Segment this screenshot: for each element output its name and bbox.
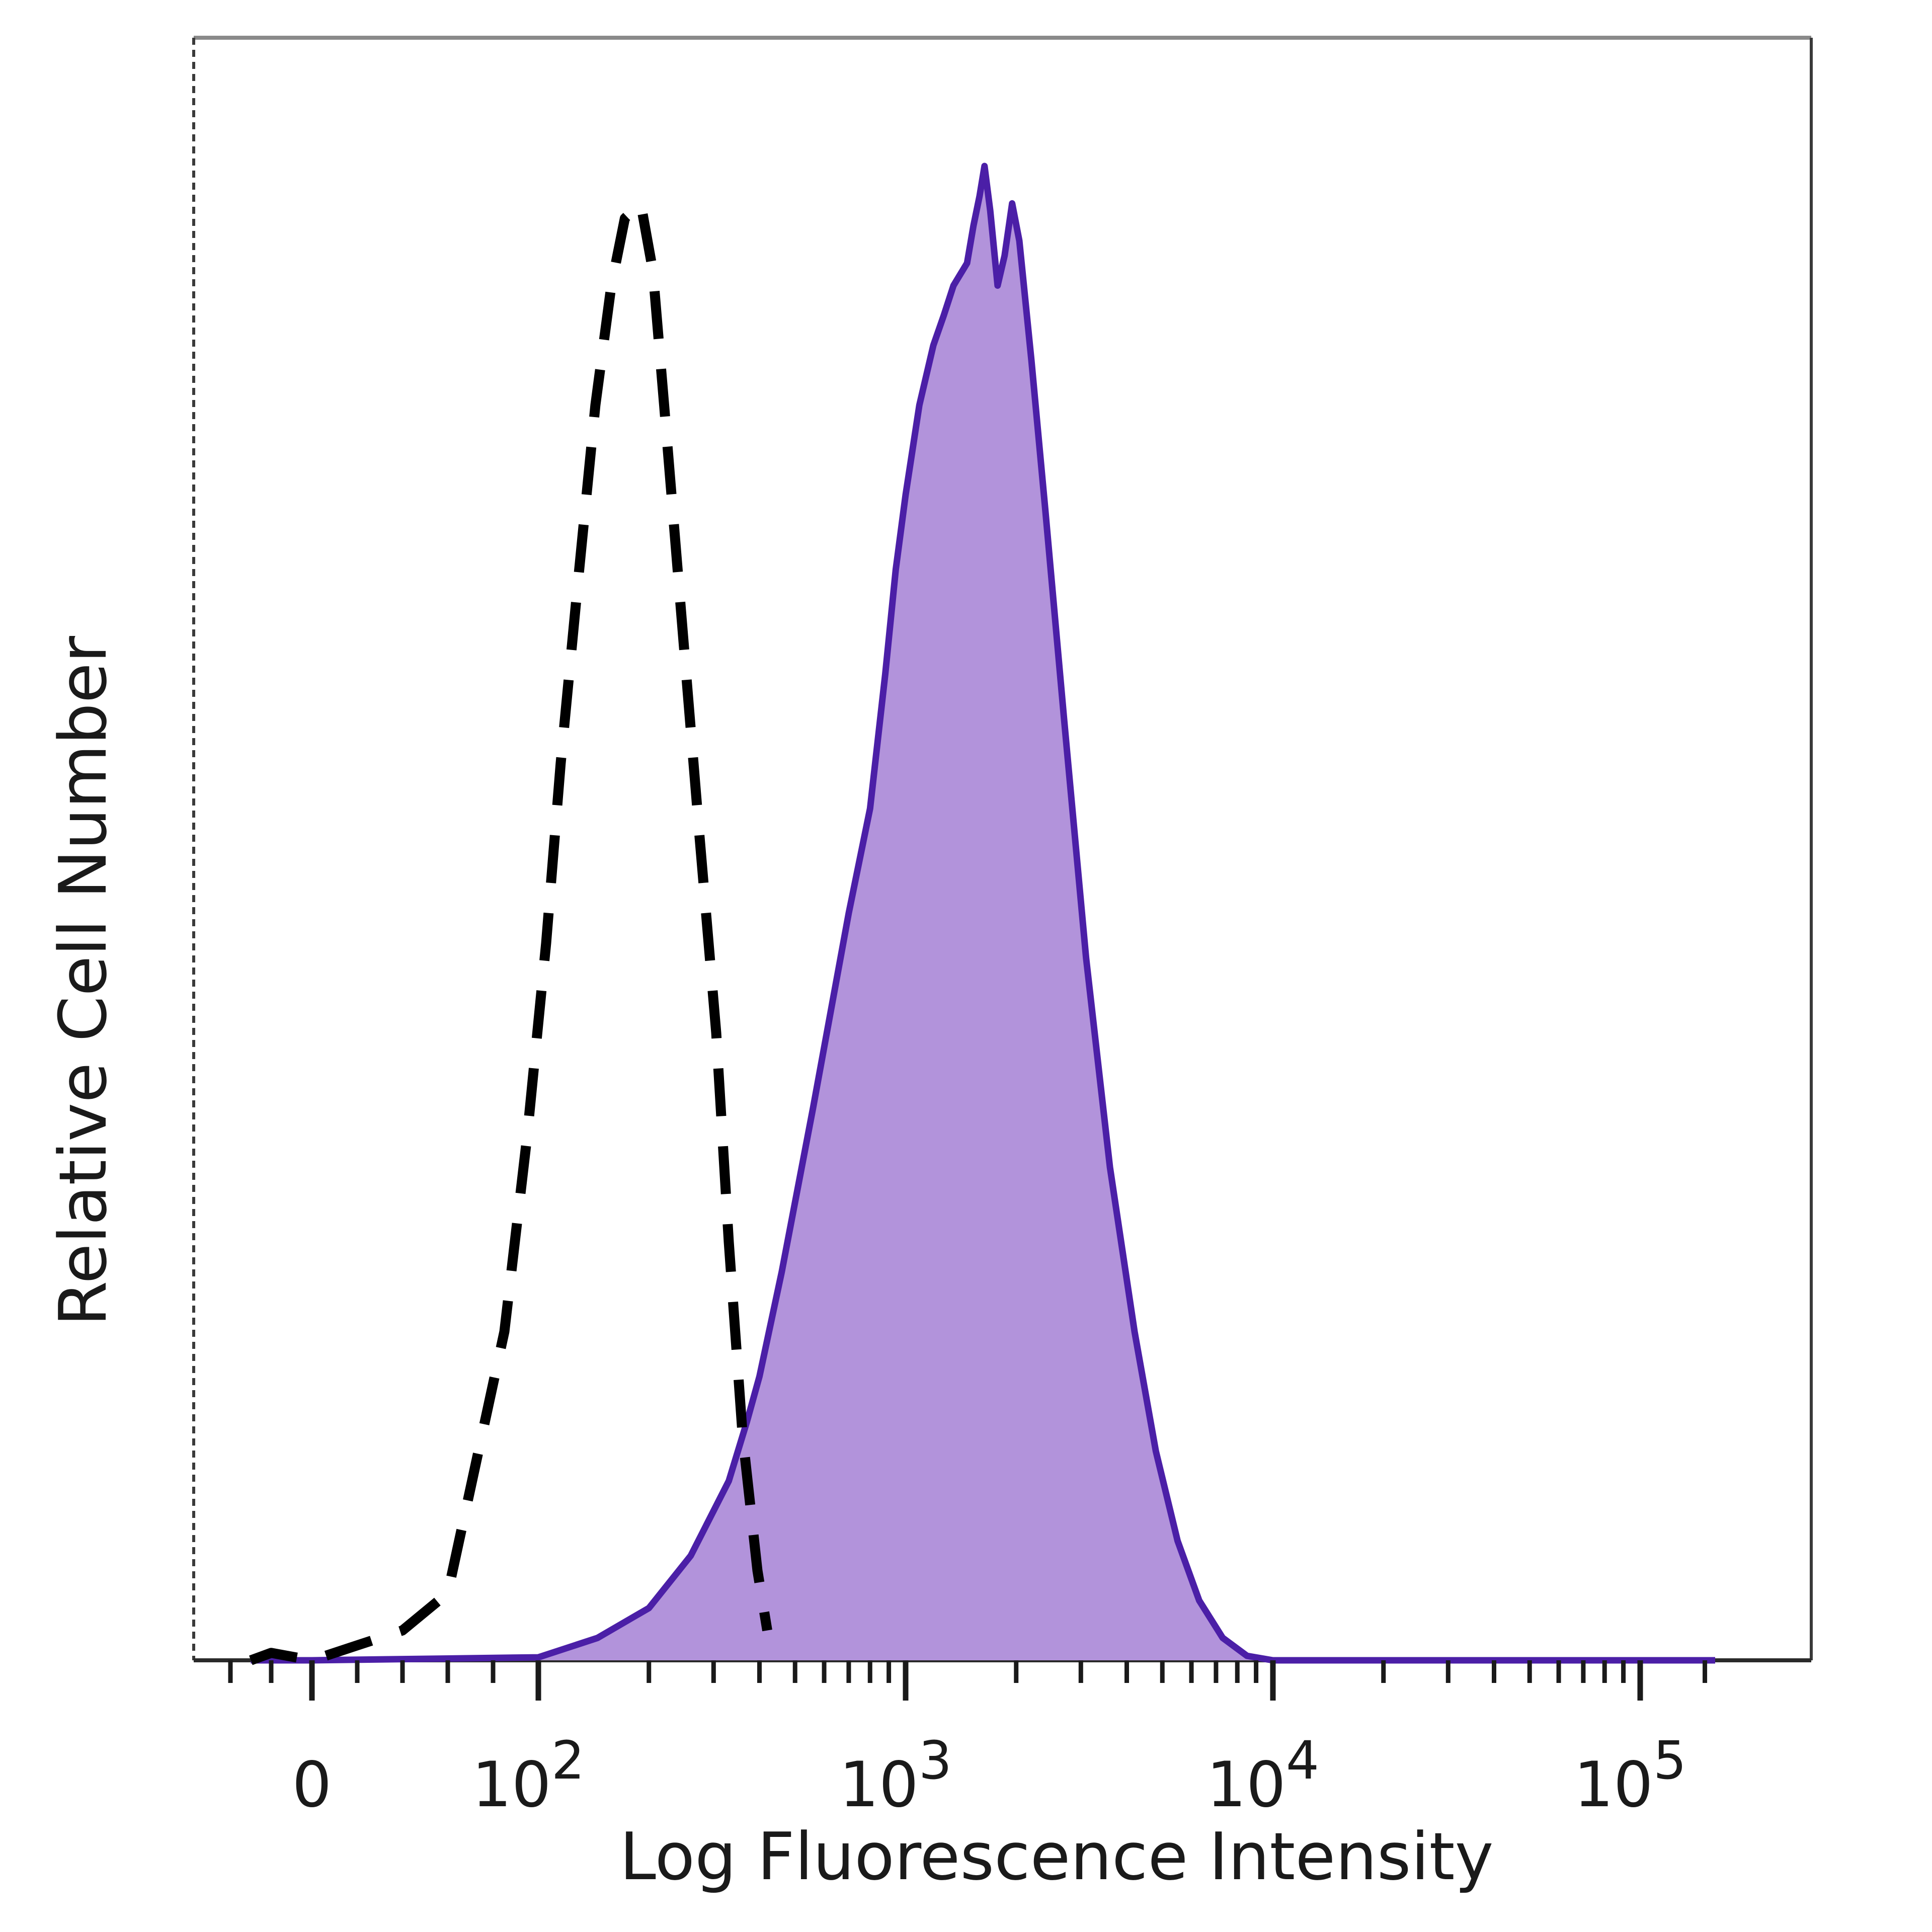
y-axis-label: Relative Cell Number	[45, 635, 121, 1326]
series-line-dashed	[249, 198, 772, 1665]
x-axis-label: Log Fluorescence Intensity	[619, 1818, 1493, 1895]
x-tick-label-exponent: 5	[1653, 1730, 1686, 1791]
x-tick-label-base: 10	[1574, 1749, 1653, 1821]
x-tick-label: 103	[839, 1730, 952, 1821]
x-tick-label-base: 0	[292, 1749, 332, 1821]
x-tick-label: 104	[1206, 1730, 1319, 1821]
x-tick-label-exponent: 4	[1286, 1730, 1319, 1791]
x-tick-label-base: 10	[839, 1749, 919, 1821]
x-tick-label-exponent: 3	[919, 1730, 952, 1791]
series-fill-0	[251, 166, 1715, 1660]
x-tick-label-base: 10	[1206, 1749, 1286, 1821]
x-axis-ticks	[228, 1660, 1708, 1701]
series-layer	[249, 163, 1715, 1665]
x-tick-label-base: 10	[472, 1749, 551, 1821]
x-tick-label: 102	[472, 1730, 585, 1821]
x-axis-tick-labels: 0 102 103 104 105	[292, 1730, 1686, 1821]
x-tick-label: 0	[292, 1749, 332, 1821]
x-tick-label-exponent: 2	[551, 1730, 585, 1791]
x-tick-label: 105	[1574, 1730, 1686, 1821]
series-line-solid	[251, 163, 1715, 1664]
